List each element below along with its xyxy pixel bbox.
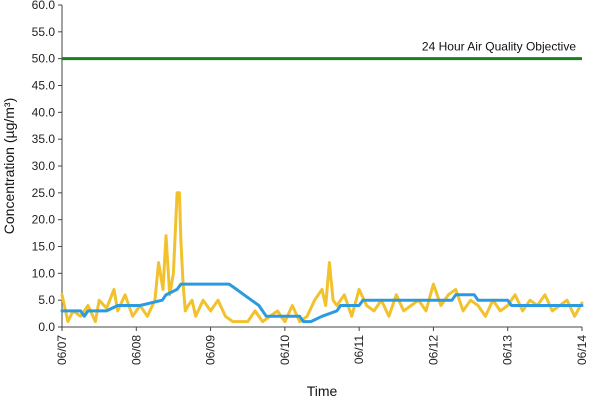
air-quality-objective-label: 24 Hour Air Quality Objective: [422, 40, 576, 54]
y-tick-label: 0.0: [38, 320, 55, 334]
x-tick-label: 06/08: [129, 335, 143, 365]
y-tick-label: 55.0: [32, 25, 56, 39]
x-tick-label: 06/07: [55, 335, 69, 365]
x-axis-title: Time: [307, 383, 338, 399]
x-tick-label: 06/12: [426, 335, 440, 365]
y-tick-label: 35.0: [32, 132, 56, 146]
y-axis-ticks: 0.0 5.0 10.0 15.0 20.0 25.0 30.0 35.0 40.0 45.0 50…: [32, 0, 62, 334]
x-axis-ticks: 06/07 06/08 06/09 06/10 06/11 06/12 06/13 06/14: [55, 327, 589, 365]
y-tick-label: 40.0: [32, 105, 56, 119]
x-tick-label: 06/13: [501, 335, 515, 365]
y-tick-label: 30.0: [32, 159, 56, 173]
x-tick-label: 06/10: [278, 335, 292, 365]
y-tick-label: 20.0: [32, 213, 56, 227]
y-tick-label: 60.0: [32, 0, 56, 12]
y-tick-label: 45.0: [32, 79, 56, 93]
y-tick-label: 10.0: [32, 266, 56, 280]
series-line-2: [60, 282, 584, 324]
x-tick-label: 06/14: [575, 335, 589, 365]
y-tick-label: 25.0: [32, 186, 56, 200]
x-tick-label: 06/09: [204, 335, 218, 365]
series-lines: [60, 191, 584, 324]
y-tick-label: 50.0: [32, 52, 56, 66]
y-axis-title: Concentration (µg/m³): [1, 98, 17, 234]
x-tick-label: 06/11: [352, 335, 366, 364]
y-tick-label: 5.0: [38, 293, 55, 307]
series-line-1: [60, 191, 584, 324]
y-tick-label: 15.0: [32, 240, 56, 254]
